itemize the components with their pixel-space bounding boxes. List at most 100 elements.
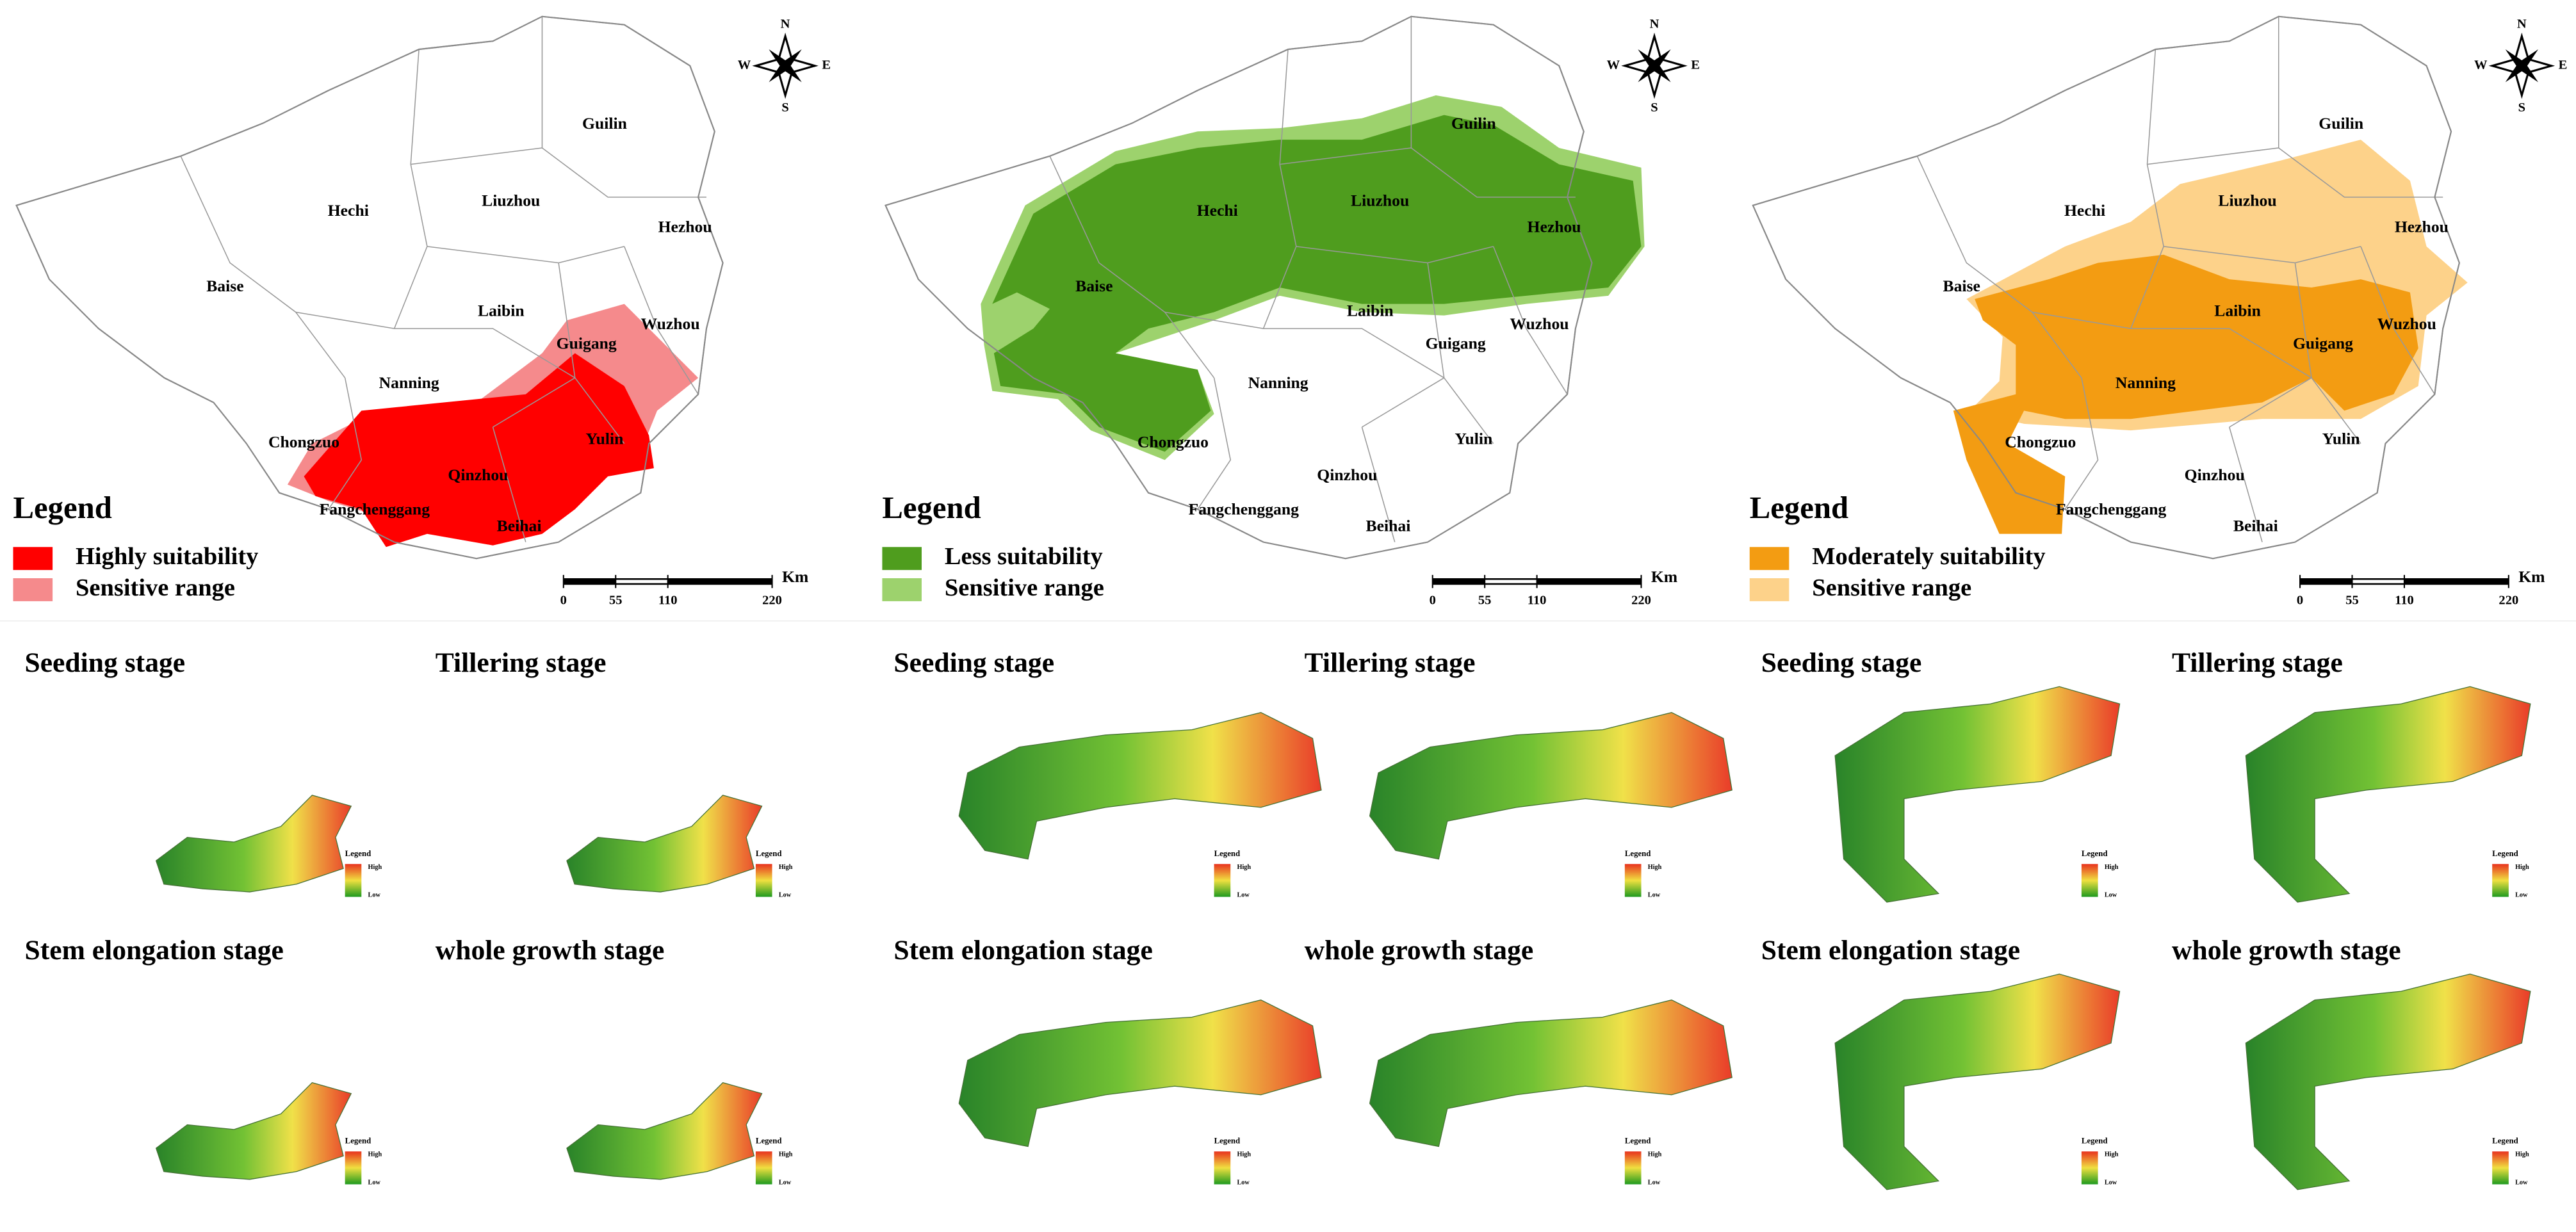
scale-tick-label: 110	[1528, 594, 1547, 608]
stage-map	[958, 712, 1322, 860]
mini-legend-ramp	[1624, 1151, 1642, 1185]
stage-title: whole growth stage	[436, 935, 665, 966]
legend-label: Sensitive range	[945, 574, 1104, 601]
province-border	[15, 15, 724, 560]
legend-swatch	[882, 547, 922, 571]
city-label: Laibin	[1347, 301, 1394, 320]
mini-legend-low: Low	[368, 891, 381, 898]
mini-legend-high: High	[2515, 864, 2529, 871]
mini-legend-ramp	[345, 864, 362, 897]
stage-map	[566, 795, 763, 893]
compass-s: S	[1651, 101, 1658, 115]
city-label: Yulin	[2322, 429, 2360, 448]
city-label: Hechi	[328, 201, 369, 220]
county-border	[411, 147, 542, 165]
mini-legend-ramp	[755, 864, 772, 897]
stage-map	[2245, 686, 2531, 903]
city-label: Liuzhou	[1351, 191, 1409, 209]
mini-legend-ramp	[1624, 864, 1642, 897]
stage-map	[155, 795, 352, 893]
mini-legend-title: Legend	[1214, 1137, 1241, 1146]
stage-map	[1834, 686, 2121, 903]
mini-legend-ramp	[1214, 1151, 1231, 1185]
stage-title: Seeding stage	[24, 647, 185, 678]
scale-tick-label: 110	[2395, 594, 2414, 608]
compass-star-inner	[769, 49, 802, 83]
county-border	[2311, 377, 2361, 444]
city-label: Yulin	[585, 429, 623, 448]
city-label: Wuzhou	[640, 314, 699, 333]
panel: Guilin Hechi Liuzhou Hezhou Baise Laibin Wuzho…	[13, 15, 831, 1186]
city-label: Wuzhou	[1510, 314, 1569, 333]
scale-bar-white	[2352, 580, 2404, 583]
city-label: Baise	[206, 277, 243, 295]
stage-map	[566, 1082, 763, 1180]
mini-legend-title: Legend	[345, 1137, 371, 1146]
scale-bar-white	[615, 580, 668, 583]
city-label: Fangchenggang	[2056, 500, 2167, 519]
stage-title: Tillering stage	[1305, 647, 1476, 678]
mini-legend-high: High	[368, 864, 382, 871]
mini-legend-high: High	[1648, 864, 1662, 871]
mini-legend-ramp	[1214, 864, 1231, 897]
legend-swatch	[1749, 578, 1789, 601]
compass-star-inner	[2505, 49, 2539, 83]
county-border	[2064, 377, 2099, 510]
county-border	[624, 246, 699, 395]
county-border	[1444, 377, 1494, 444]
compass-star-inner	[1638, 49, 1671, 83]
city-label: Hechi	[1197, 201, 1238, 220]
mini-legend-low: Low	[368, 1179, 381, 1186]
mini-legend-high: High	[2105, 864, 2119, 871]
legend-label: Moderately suitability	[1812, 543, 2045, 570]
stage-title: Seeding stage	[893, 647, 1054, 678]
province-border	[1752, 15, 2460, 560]
mini-legend-ramp	[2492, 864, 2509, 897]
mini-legend-title: Legend	[756, 849, 782, 858]
compass-w: W	[1607, 58, 1620, 72]
county-border	[2278, 16, 2443, 198]
city-label: Chongzuo	[2005, 433, 2076, 451]
compass-e: E	[2559, 58, 2568, 72]
county-border	[1049, 156, 1215, 378]
city-label: Nanning	[1248, 373, 1308, 392]
city-label: Guilin	[2319, 114, 2363, 133]
scale-tick-label: 0	[1430, 594, 1436, 608]
county-border	[328, 377, 363, 510]
stage-title: Stem elongation stage	[1761, 935, 2020, 966]
county-border	[1361, 426, 1396, 542]
mini-legend-ramp	[2081, 864, 2098, 897]
mini-legend-low: Low	[1237, 891, 1250, 898]
county-border	[2130, 49, 2164, 329]
county-border	[1164, 311, 1445, 378]
mini-legend-title: Legend	[345, 849, 371, 858]
legend-label: Less suitability	[945, 543, 1103, 570]
stage-map	[958, 999, 1322, 1147]
compass-w: W	[2474, 58, 2488, 72]
stage-title: Stem elongation stage	[24, 935, 283, 966]
mini-legend-title: Legend	[1214, 849, 1241, 858]
compass-n: N	[2517, 17, 2527, 31]
suitable-area	[992, 115, 1642, 452]
county-border	[393, 49, 428, 329]
legend-label: Sensitive range	[1812, 574, 1971, 601]
mini-legend-high: High	[368, 1151, 382, 1158]
county-border	[1492, 246, 1568, 395]
city-label: Guigang	[557, 334, 617, 353]
county-border	[2360, 246, 2436, 395]
county-border	[2032, 311, 2312, 378]
city-label: Guigang	[2293, 334, 2353, 353]
county-border	[1410, 16, 1576, 198]
scale-tick-label: 55	[1478, 594, 1492, 608]
city-label: Qinzhou	[2185, 466, 2245, 484]
scale-tick-label: 55	[2345, 594, 2359, 608]
legend-swatch	[13, 547, 53, 571]
mini-legend-high: High	[779, 864, 793, 871]
stage-title: whole growth stage	[1305, 935, 1534, 966]
suitable-area	[304, 353, 654, 547]
mini-legend-high: High	[2515, 1151, 2529, 1158]
city-label: Yulin	[1455, 429, 1492, 448]
city-label: Qinzhou	[448, 466, 508, 484]
mini-legend-title: Legend	[2492, 849, 2518, 858]
